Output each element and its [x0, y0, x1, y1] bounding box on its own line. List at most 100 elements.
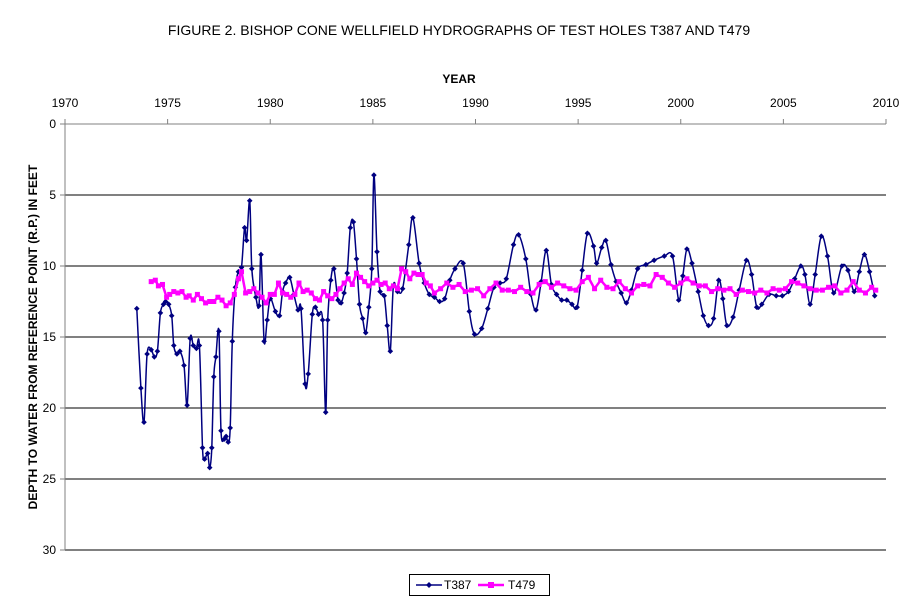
- x-axis-label: YEAR: [442, 72, 476, 86]
- point-t387-118: [579, 267, 585, 274]
- point-t479-137: [844, 287, 850, 293]
- point-t479-94: [579, 279, 585, 285]
- point-t387-16: [184, 402, 190, 408]
- point-t387-159: [812, 271, 818, 278]
- point-t387-100: [478, 325, 485, 332]
- point-t387-62: [322, 409, 329, 416]
- point-t387-30: [221, 436, 227, 442]
- point-t479-121: [745, 289, 751, 295]
- point-t387-97: [460, 260, 466, 266]
- point-t387-79: [374, 249, 380, 255]
- point-t479-135: [832, 283, 838, 289]
- point-t479-87: [536, 281, 542, 287]
- point-t479-120: [739, 287, 745, 293]
- point-t387-48: [272, 308, 279, 315]
- point-t479-14: [203, 300, 209, 306]
- point-t479-92: [567, 286, 573, 292]
- point-t387-88: [410, 214, 416, 221]
- point-t387-134: [675, 297, 682, 303]
- point-t387-132: [661, 253, 668, 259]
- point-t479-129: [795, 280, 801, 286]
- point-t479-76: [468, 287, 474, 293]
- point-t479-81: [499, 287, 505, 293]
- point-t479-47: [337, 286, 343, 292]
- point-t479-50: [349, 281, 355, 287]
- point-t387-78: [371, 172, 377, 178]
- point-t387-153: [779, 293, 786, 299]
- point-t387-121: [593, 260, 600, 266]
- point-t479-72: [444, 280, 450, 286]
- point-t387-22: [201, 456, 208, 462]
- point-t479-9: [183, 294, 189, 300]
- point-t479-117: [721, 287, 727, 293]
- point-t479-22: [235, 276, 241, 282]
- point-t479-45: [329, 296, 335, 302]
- point-t479-118: [727, 286, 733, 292]
- point-t387-164: [845, 267, 851, 274]
- point-t479-112: [690, 280, 696, 286]
- point-t479-111: [684, 276, 690, 282]
- point-t387-104: [503, 276, 510, 282]
- point-t387-32: [225, 439, 231, 445]
- point-t387-111: [543, 247, 550, 254]
- point-t387-0: [134, 305, 140, 312]
- series-t387: [134, 172, 878, 471]
- point-t479-105: [647, 283, 653, 289]
- point-t387-11: [168, 312, 175, 319]
- point-t479-56: [374, 277, 380, 283]
- point-t387-27: [213, 354, 219, 360]
- point-t387-23: [204, 450, 211, 457]
- point-t479-65: [411, 270, 417, 276]
- point-t387-15: [181, 362, 187, 369]
- point-t479-66: [415, 272, 421, 278]
- point-t387-117: [574, 304, 580, 310]
- point-t479-59: [386, 286, 392, 292]
- point-t387-80: [377, 288, 383, 295]
- point-t387-17: [187, 335, 193, 342]
- point-t387-165: [851, 288, 857, 295]
- point-t479-132: [813, 287, 819, 293]
- point-t387-145: [730, 314, 736, 320]
- point-t387-126: [618, 290, 624, 296]
- point-t387-86: [399, 285, 406, 292]
- point-t387-130: [643, 261, 649, 268]
- point-t479-109: [672, 284, 678, 290]
- point-t479-110: [678, 280, 684, 286]
- point-t387-147: [743, 257, 750, 264]
- point-t387-6: [154, 348, 161, 354]
- point-t479-68: [423, 280, 429, 286]
- point-t479-43: [321, 289, 327, 295]
- point-t387-114: [558, 297, 565, 303]
- point-t479-125: [770, 286, 776, 292]
- point-t479-74: [456, 281, 462, 287]
- point-t387-69: [344, 270, 350, 276]
- point-t387-115: [564, 297, 570, 303]
- point-t479-95: [585, 274, 591, 280]
- y-tick-label-5: 5: [49, 188, 56, 202]
- point-t479-23: [239, 269, 245, 275]
- point-t387-83: [387, 348, 394, 354]
- point-t479-28: [259, 294, 265, 300]
- point-t479-78: [481, 293, 487, 299]
- point-t387-1: [138, 385, 144, 391]
- legend-label-t387: T387: [444, 578, 472, 592]
- point-t387-75: [362, 329, 369, 336]
- point-t387-45: [261, 338, 267, 345]
- point-t479-141: [869, 284, 875, 290]
- point-t479-1: [152, 277, 158, 283]
- point-t479-139: [856, 287, 862, 293]
- point-t479-86: [530, 290, 536, 296]
- point-t479-114: [702, 283, 708, 289]
- point-t387-169: [871, 293, 878, 299]
- point-t479-57: [378, 281, 384, 287]
- point-t387-137: [689, 260, 695, 266]
- point-t387-63: [324, 317, 331, 323]
- point-t387-105: [510, 241, 517, 248]
- point-t479-40: [308, 290, 314, 296]
- point-t479-29: [263, 300, 269, 306]
- point-t479-10: [186, 293, 192, 299]
- point-t479-26: [251, 286, 257, 292]
- point-t387-156: [798, 263, 804, 269]
- point-t387-18: [190, 342, 197, 349]
